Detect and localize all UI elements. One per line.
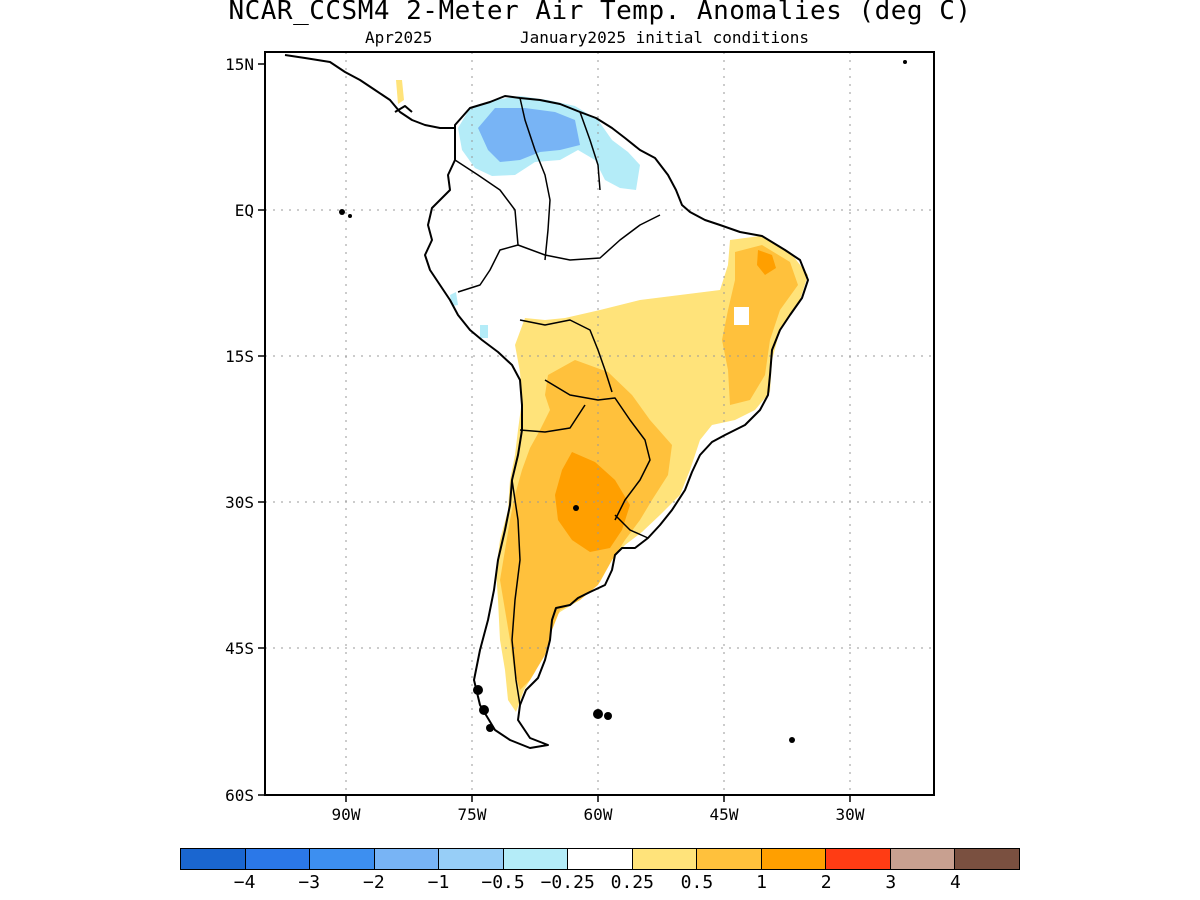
- warm-anomaly-mid-northeast: [722, 245, 798, 405]
- colorbar-label: 0.25: [610, 872, 654, 893]
- colorbar-segment: [632, 849, 698, 869]
- colorbar-segment: [826, 849, 891, 869]
- lat-label-15s: 15S: [225, 347, 254, 366]
- anomaly-fields: [396, 80, 808, 712]
- cool-anomaly-light-peru2: [480, 325, 488, 338]
- colorbar-label: 2: [820, 872, 832, 893]
- colorbar-segment: [245, 849, 311, 869]
- coastlines: [284, 54, 809, 749]
- lat-label-45s: 45S: [225, 639, 254, 658]
- colorbar-labels: −4 −3 −2 −1 −0.5 −0.25 0.25 0.5 1 2 3 4: [0, 872, 1200, 896]
- lat-label-30s: 30S: [225, 493, 254, 512]
- colorbar-segment: [955, 849, 1019, 869]
- islands: [339, 60, 907, 743]
- lon-label-60w: 60W: [584, 805, 613, 824]
- colorbar-label: 4: [949, 872, 961, 893]
- tick-marks: [258, 63, 851, 802]
- lon-label-45w: 45W: [710, 805, 739, 824]
- colorbar-label: −4: [233, 872, 256, 893]
- lat-labels: 15N EQ 15S 30S 45S 60S: [225, 55, 254, 805]
- colorbar-label: −1: [427, 872, 450, 893]
- warm-anomaly-strong: [555, 452, 630, 552]
- lat-label-15n: 15N: [225, 55, 254, 74]
- colorbar-label: 0.5: [680, 872, 714, 893]
- colorbar-segment: [568, 849, 633, 869]
- lat-label-60s: 60S: [225, 786, 254, 805]
- colorbar-label: −2: [363, 872, 385, 893]
- map-frame: [264, 51, 935, 796]
- colorbar-segment: [310, 849, 375, 869]
- colorbar-segment: [503, 849, 569, 869]
- cool-anomaly-mid: [478, 108, 580, 162]
- colorbar: [180, 848, 1020, 870]
- lon-label-30w: 30W: [836, 805, 865, 824]
- colorbar-label: −0.5: [481, 872, 525, 893]
- colorbar-label: −0.25: [540, 872, 595, 893]
- colorbar-label: 3: [885, 872, 897, 893]
- lon-label-90w: 90W: [332, 805, 361, 824]
- chart-title: NCAR_CCSM4 2-Meter Air Temp. Anomalies (…: [228, 0, 972, 26]
- colorbar-label: −3: [298, 872, 321, 893]
- warm-anomaly-strong-ne: [757, 250, 776, 275]
- warm-anomaly-central-america: [396, 80, 404, 104]
- forecast-month: Apr2025: [365, 28, 433, 47]
- missing-cell: [734, 307, 749, 325]
- colorbar-segment: [697, 849, 762, 869]
- colorbar-segment: [181, 849, 246, 869]
- lon-label-75w: 75W: [458, 805, 487, 824]
- colorbar-segment: [374, 849, 440, 869]
- colorbar-label: 1: [756, 872, 767, 893]
- colorbar-segment: [890, 849, 956, 869]
- lon-labels: 90W 75W 60W 45W 30W: [332, 805, 865, 824]
- initial-conditions: January2025 initial conditions: [520, 28, 809, 47]
- colorbar-segment: [439, 849, 504, 869]
- lat-label-eq: EQ: [235, 201, 254, 220]
- colorbar-segment: [761, 849, 827, 869]
